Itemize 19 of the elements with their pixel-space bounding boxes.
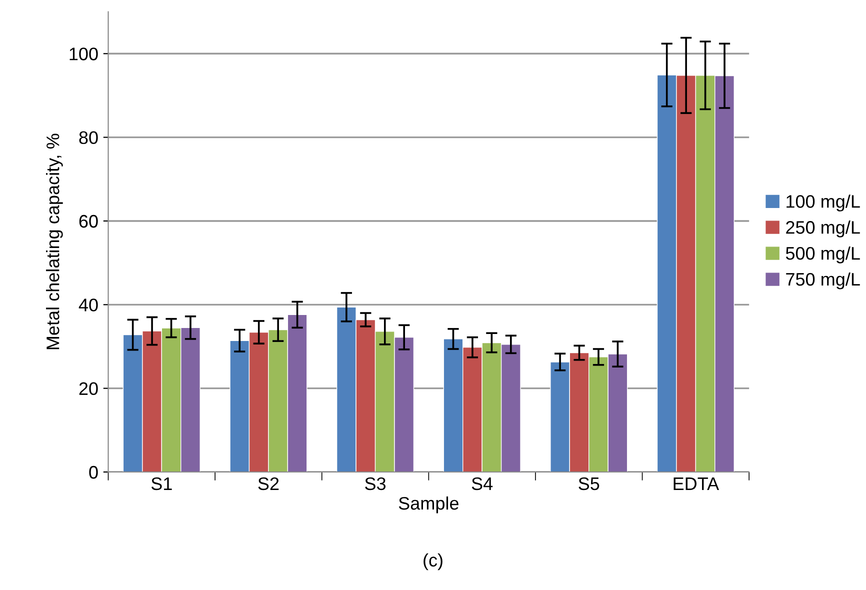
y-axis-title: Metal chelating capacity, % [46,134,63,350]
legend-label: 100 mg/L [786,194,860,212]
y-tick-label: 80 [79,131,98,144]
text: (c) [424,553,442,570]
x-tick-label: S4 [472,477,493,490]
x-tick-label: S5 [578,477,600,490]
x-tick-label: S3 [365,477,386,490]
legend-label: 500 mg/L [786,246,860,264]
y-tick-label: 60 [79,214,98,228]
x-tick-label: EDTA [674,478,720,490]
x-tick-label: S1 [151,477,172,490]
legend-label: 750 mg/L [786,272,860,290]
y-tick-label: 20 [79,382,98,396]
legend-label: 250 mg/L [786,220,860,238]
y-tick-label: 100 [70,48,98,60]
x-tick-label: S2 [258,477,279,490]
y-tick-label: 0 [89,466,98,479]
y-tick-label: 40 [78,298,98,312]
x-axis-title: Sample [398,496,458,514]
